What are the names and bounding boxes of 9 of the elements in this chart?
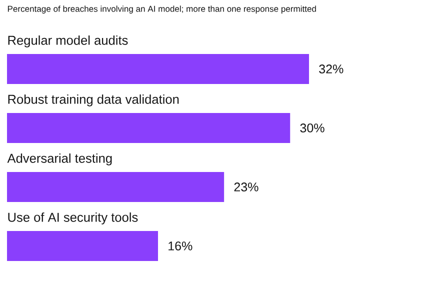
- data-label: 32%: [319, 64, 344, 74]
- y-tick-label: Adversarial testing: [7, 153, 112, 166]
- data-label: 30%: [300, 124, 324, 132]
- data-label: 23%: [234, 182, 258, 192]
- y-tick-label: Robust training data validation: [8, 94, 179, 106]
- data-label: 16%: [168, 242, 192, 250]
- y-tick-label: Use of AI security tools: [8, 212, 138, 224]
- chart-title: Percentage of breaches involving an AI model; more than one response permitted: [8, 6, 316, 14]
- y-tick-label: Regular model audits: [8, 35, 128, 48]
